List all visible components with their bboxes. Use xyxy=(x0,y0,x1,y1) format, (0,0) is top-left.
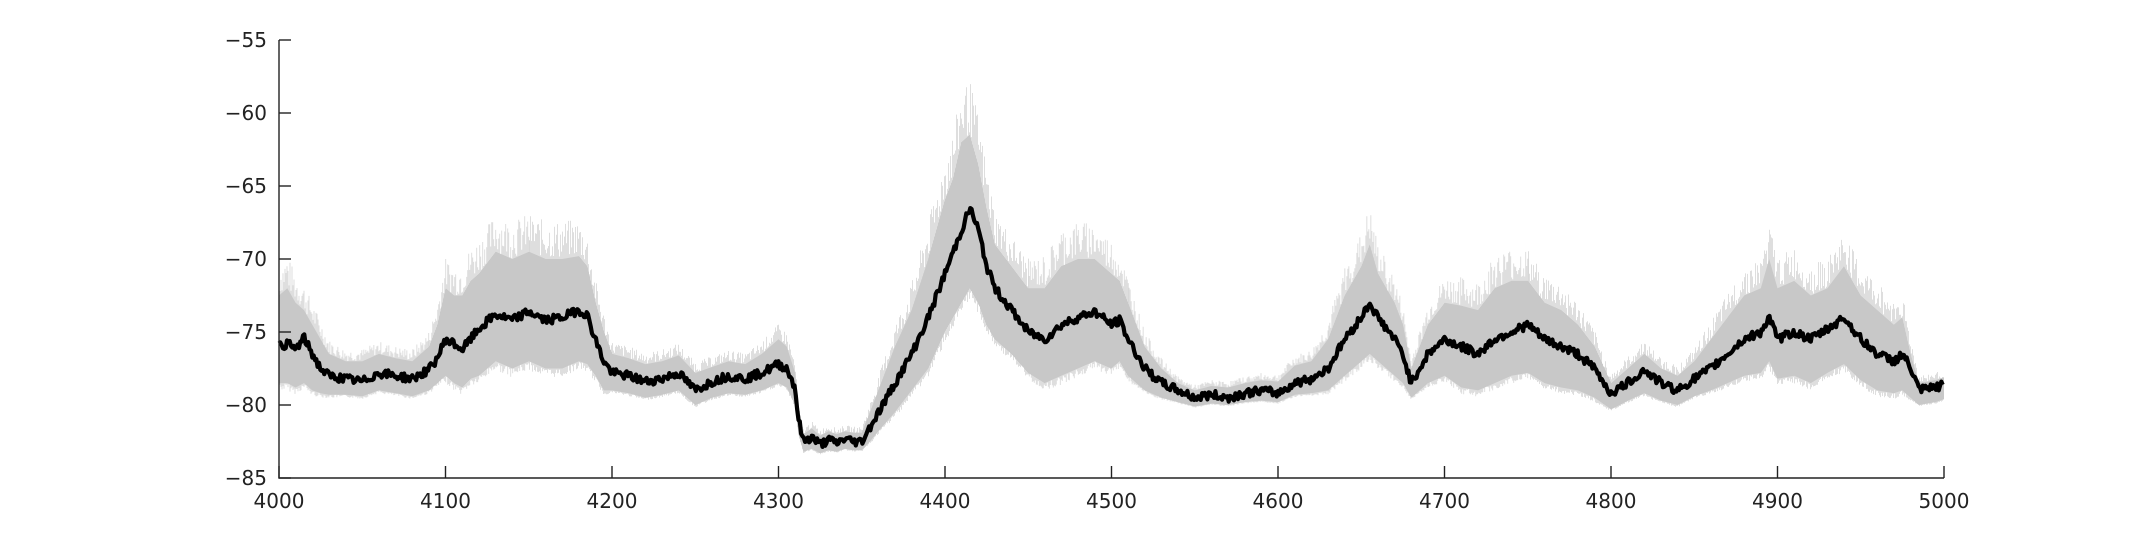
x-tick-label: 4600 xyxy=(1253,489,1304,513)
y-tick-label: −60 xyxy=(225,101,267,125)
band-noise xyxy=(278,84,1944,455)
x-tick-label: 4800 xyxy=(1586,489,1637,513)
y-tick-label: −65 xyxy=(225,174,267,198)
x-tick-label: 4700 xyxy=(1419,489,1470,513)
mean-line xyxy=(277,206,1945,449)
x-tick-label: 4900 xyxy=(1752,489,1803,513)
y-tick-label: −55 xyxy=(225,28,267,52)
x-axis-ticks: 4000 4100 4200 4300 4400 4500 4600 4700 4800 4900… xyxy=(254,466,1970,513)
x-tick-label: 5000 xyxy=(1919,489,1970,513)
line-layer xyxy=(277,206,1945,449)
y-tick-label: −85 xyxy=(225,466,267,490)
band-layer xyxy=(278,84,1944,455)
x-tick-label: 4000 xyxy=(254,489,305,513)
y-axis-ticks: −85 −80 −75 −70 −65 −60 −55 xyxy=(225,28,291,490)
x-tick-label: 4300 xyxy=(753,489,804,513)
y-tick-label: −80 xyxy=(225,393,267,417)
y-tick-label: −70 xyxy=(225,247,267,271)
x-tick-label: 4100 xyxy=(420,489,471,513)
y-tick-label: −75 xyxy=(225,320,267,344)
x-tick-label: 4500 xyxy=(1086,489,1137,513)
x-tick-label: 4200 xyxy=(587,489,638,513)
x-tick-label: 4400 xyxy=(920,489,971,513)
